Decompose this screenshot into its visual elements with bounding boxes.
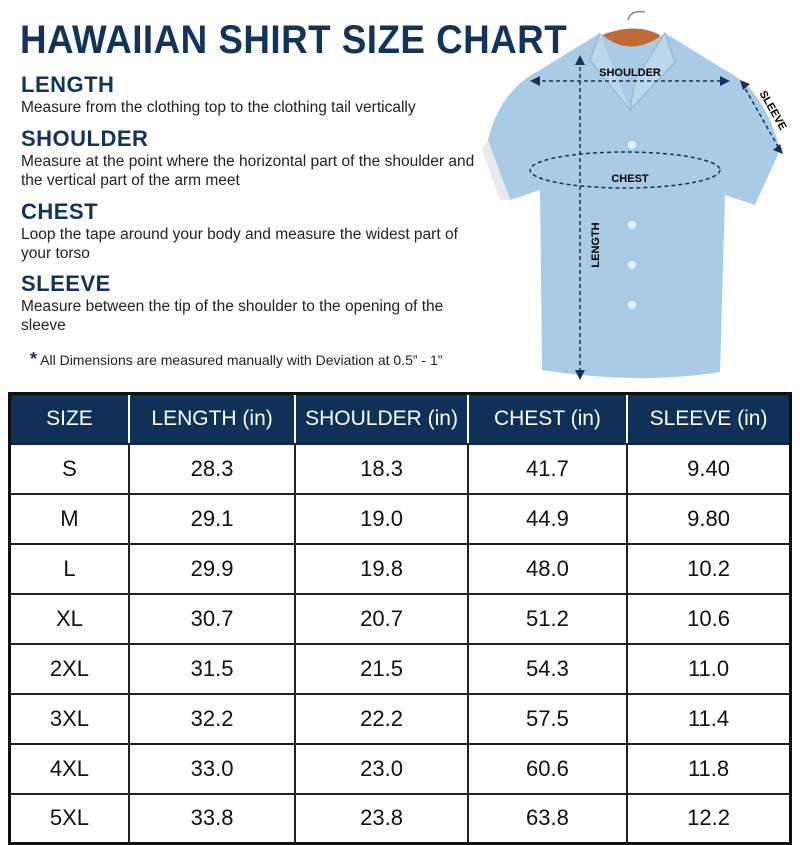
- table-row: 3XL 32.2 22.2 57.5 11.4: [8, 692, 792, 745]
- value-cell: 11.8: [626, 742, 792, 795]
- value-cell: 30.7: [127, 592, 297, 645]
- asterisk-icon: *: [30, 349, 38, 369]
- size-cell: 4XL: [8, 742, 130, 795]
- column-header: CHEST (in): [466, 393, 629, 445]
- section-shoulder: SHOULDER Measure at the point where the …: [21, 126, 491, 190]
- section-text: Measure between the tip of the shoulder …: [21, 298, 444, 334]
- value-cell: 32.2: [127, 692, 297, 745]
- length-label: LENGTH: [590, 222, 602, 267]
- value-cell: 48.0: [466, 542, 629, 595]
- collar: [589, 31, 676, 112]
- value-cell: 12.2: [626, 792, 792, 845]
- size-cell: S: [8, 442, 130, 495]
- value-cell: 29.9: [127, 542, 297, 595]
- value-cell: 60.6: [466, 742, 629, 795]
- shirt-diagram: SHOULDER CHEST LENGTH SLEEVE: [482, 10, 789, 380]
- size-cell: 2XL: [8, 642, 130, 695]
- value-cell: 23.8: [294, 792, 469, 845]
- table-header-row: SIZE LENGTH (in) SHOULDER (in) CHEST (in) SL…: [9, 393, 791, 445]
- value-cell: 29.1: [127, 492, 297, 545]
- hanger-icon: [627, 10, 646, 21]
- table-row: 4XL 33.0 23.0 60.6 11.8: [8, 742, 792, 795]
- table-row: S 28.3 18.3 41.7 9.40: [8, 442, 792, 495]
- value-cell: 33.8: [127, 792, 297, 845]
- value-cell: 18.3: [294, 442, 469, 495]
- table-row: 5XL 33.8 23.8 63.8 12.2: [8, 792, 792, 845]
- section-heading: LENGTH: [21, 72, 115, 97]
- section-heading: SLEEVE: [21, 271, 111, 296]
- value-cell: 19.8: [294, 542, 469, 595]
- table-row: L 29.9 19.8 48.0 10.2: [8, 542, 792, 595]
- value-cell: 33.0: [127, 742, 297, 795]
- value-cell: 10.6: [626, 592, 792, 645]
- size-cell: 5XL: [8, 792, 130, 845]
- value-cell: 28.3: [127, 442, 297, 495]
- column-header: SHOULDER (in): [294, 393, 469, 445]
- value-cell: 9.40: [626, 442, 792, 495]
- value-cell: 41.7: [466, 442, 629, 495]
- section-text: Loop the tape around your body and measu…: [21, 226, 458, 262]
- value-cell: 23.0: [294, 742, 469, 795]
- size-cell: L: [8, 542, 130, 595]
- table-row: M 29.1 19.0 44.9 9.80: [8, 492, 792, 545]
- chest-label: CHEST: [611, 173, 649, 185]
- size-cell: XL: [8, 592, 130, 645]
- column-header: LENGTH (in): [127, 393, 297, 445]
- shoulder-label: SHOULDER: [599, 67, 661, 79]
- value-cell: 44.9: [466, 492, 629, 545]
- cuff-left: [482, 140, 510, 200]
- value-cell: 20.7: [294, 592, 469, 645]
- value-cell: 31.5: [127, 642, 297, 695]
- value-cell: 57.5: [466, 692, 629, 745]
- section-text: Measure at the point where the horizonta…: [21, 153, 475, 189]
- measurement-note: * All Dimensions are measured manually w…: [30, 349, 442, 370]
- table-row: 2XL 31.5 21.5 54.3 11.0: [8, 642, 792, 695]
- table-row: XL 30.7 20.7 51.2 10.6: [8, 592, 792, 645]
- page-title: HAWAIIAN SHIRT SIZE CHART: [20, 18, 568, 62]
- value-cell: 10.2: [626, 542, 792, 595]
- value-cell: 22.2: [294, 692, 469, 745]
- value-cell: 11.4: [626, 692, 792, 745]
- section-heading: CHEST: [21, 199, 99, 224]
- value-cell: 19.0: [294, 492, 469, 545]
- value-cell: 51.2: [466, 592, 629, 645]
- note-text: All Dimensions are measured manually wit…: [40, 352, 443, 368]
- section-chest: CHEST Loop the tape around your body and…: [21, 199, 491, 263]
- column-header: SIZE: [9, 393, 130, 445]
- size-cell: M: [8, 492, 130, 545]
- column-header: SLEEVE (in): [626, 393, 791, 445]
- value-cell: 54.3: [466, 642, 629, 695]
- section-heading: SHOULDER: [21, 126, 149, 151]
- value-cell: 9.80: [626, 492, 792, 545]
- size-cell: 3XL: [8, 692, 130, 745]
- value-cell: 11.0: [626, 642, 792, 695]
- section-length: LENGTH Measure from the clothing top to …: [21, 72, 491, 117]
- value-cell: 21.5: [294, 642, 469, 695]
- section-sleeve: SLEEVE Measure between the tip of the sh…: [21, 271, 491, 335]
- section-text: Measure from the clothing top to the clo…: [21, 99, 416, 116]
- shirt-body: [488, 33, 780, 379]
- value-cell: 63.8: [466, 792, 629, 845]
- size-table: SIZE LENGTH (in) SHOULDER (in) CHEST (in) SL…: [8, 392, 792, 845]
